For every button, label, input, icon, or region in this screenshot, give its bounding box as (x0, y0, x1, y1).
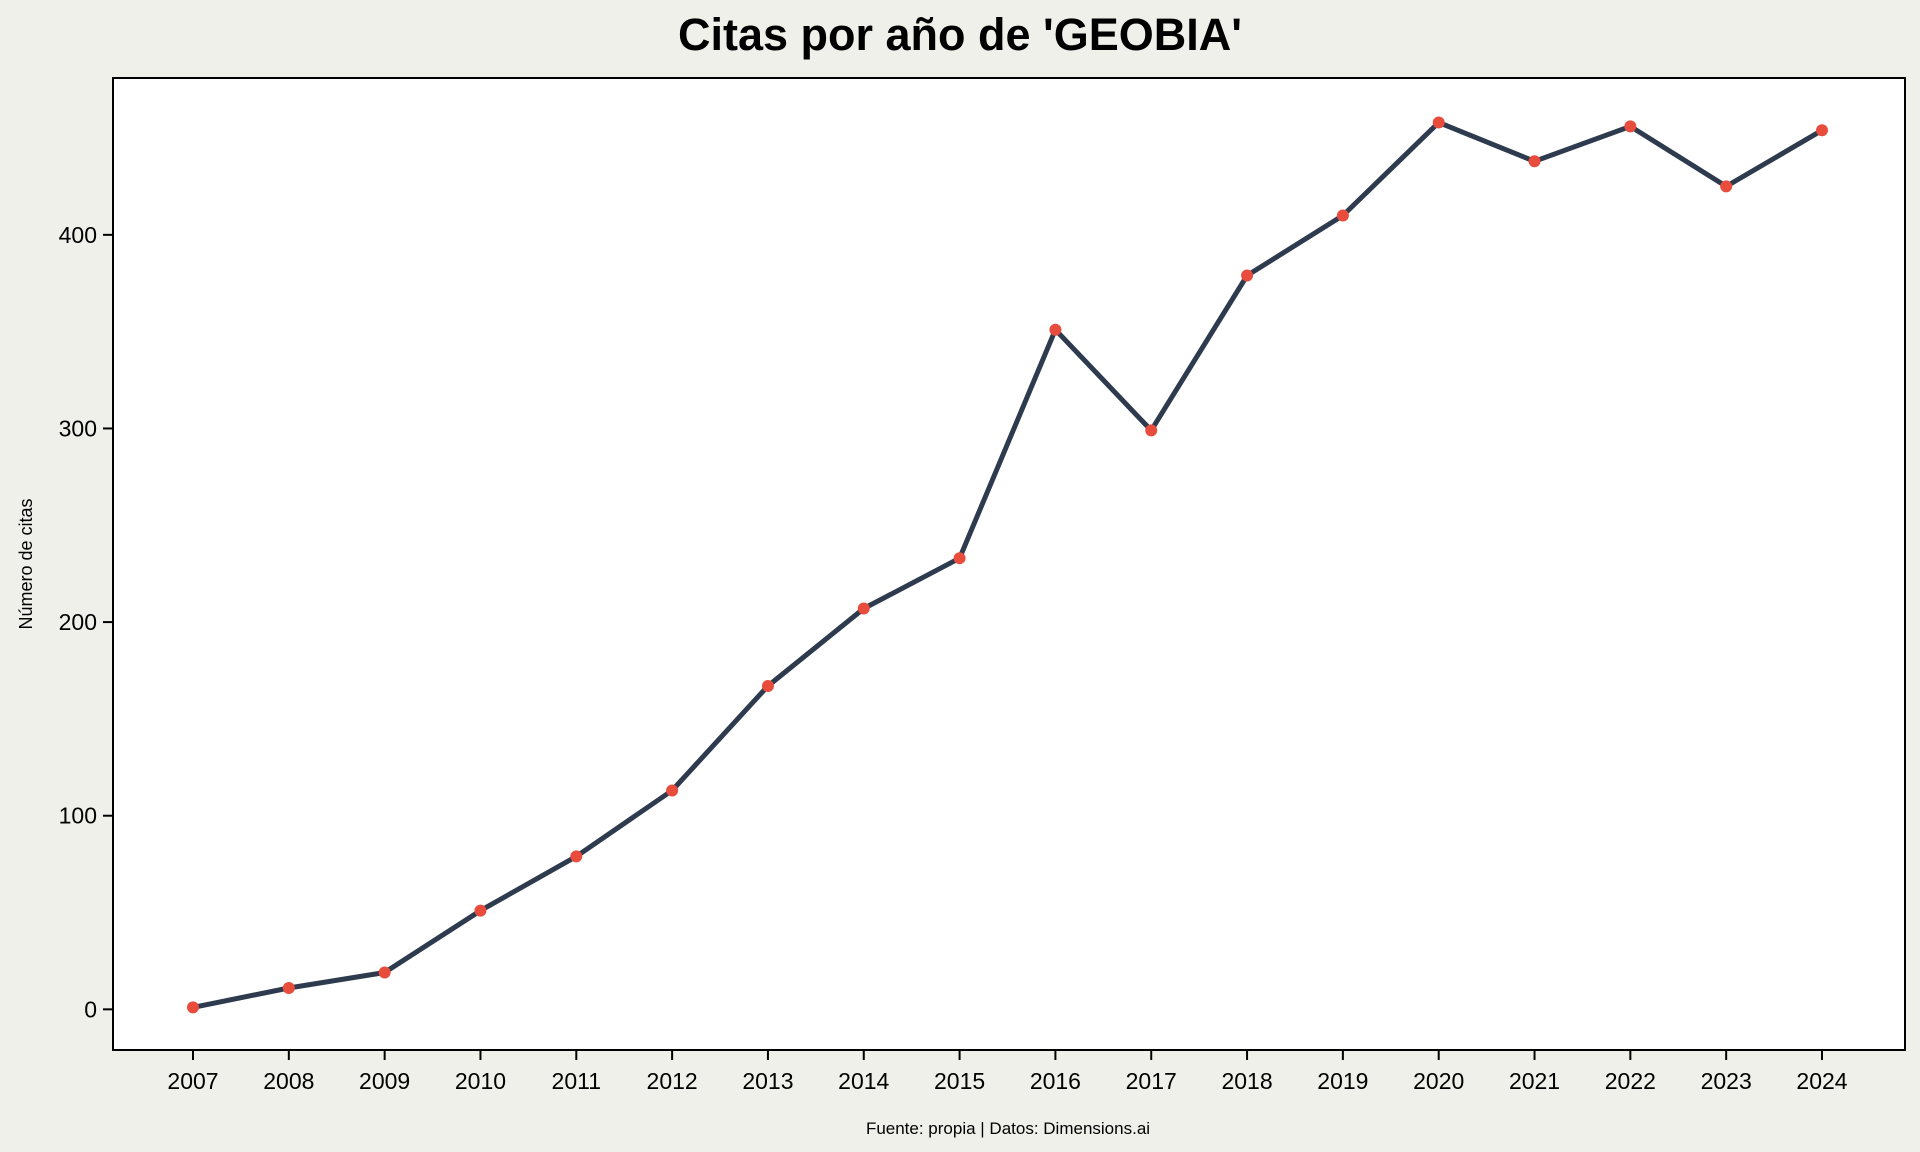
y-tick-label: 100 (59, 803, 97, 829)
plot-area (112, 77, 1906, 1051)
y-axis-label: Número de citas (16, 498, 36, 629)
x-tick-label: 2019 (1317, 1068, 1368, 1094)
data-point-2020 (1432, 116, 1445, 129)
source-caption: Fuente: propia | Datos: Dimensions.ai (866, 1119, 1150, 1138)
data-point-2014 (857, 602, 870, 615)
data-point-2009 (378, 966, 391, 979)
x-tick-label: 2017 (1126, 1068, 1177, 1094)
x-tick-label: 2007 (167, 1068, 218, 1094)
x-tick-label: 2013 (742, 1068, 793, 1094)
data-point-2013 (761, 679, 774, 692)
series-line (190, 120, 1825, 1010)
x-tick-label: 2023 (1701, 1068, 1752, 1094)
data-point-2021 (1528, 155, 1541, 168)
x-tick-label: 2018 (1221, 1068, 1272, 1094)
x-tick-label: 2010 (455, 1068, 506, 1094)
data-point-2016 (1049, 323, 1062, 336)
data-point-2023 (1720, 180, 1733, 193)
data-point-2012 (666, 784, 679, 797)
data-point-2017 (1145, 424, 1158, 437)
data-point-2015 (953, 552, 966, 565)
x-tick-label: 2016 (1030, 1068, 1081, 1094)
x-tick-label: 2008 (263, 1068, 314, 1094)
x-tick-label: 2015 (934, 1068, 985, 1094)
data-point-2022 (1624, 120, 1637, 133)
y-tick-label: 200 (59, 609, 97, 635)
x-tick-label: 2012 (647, 1068, 698, 1094)
data-point-2010 (474, 904, 487, 917)
x-tick-label: 2022 (1605, 1068, 1656, 1094)
x-tick-label: 2014 (838, 1068, 889, 1094)
data-point-2019 (1336, 209, 1349, 222)
series-citas (187, 116, 1828, 1014)
data-point-2007 (187, 1001, 199, 1014)
x-tick-label: 2024 (1796, 1068, 1847, 1094)
x-axis: 2007 2008 2009 2010 2011 2012 2013 2014 2015 2016… (167, 1050, 1848, 1094)
y-tick-label: 0 (84, 996, 97, 1022)
x-tick-label: 2011 (552, 1068, 601, 1094)
y-axis: 0 100 200 300 400 (59, 222, 113, 1022)
x-tick-label: 2020 (1413, 1068, 1464, 1094)
data-point-2018 (1241, 269, 1254, 282)
y-tick-label: 300 (59, 415, 97, 441)
data-point-2024 (1816, 124, 1828, 137)
y-tick-label: 400 (59, 222, 97, 248)
x-tick-label: 2021 (1509, 1068, 1560, 1094)
data-point-2011 (570, 850, 583, 863)
chart-title: Citas por año de 'GEOBIA' (678, 9, 1242, 60)
x-tick-label: 2009 (359, 1068, 410, 1094)
data-point-2008 (282, 982, 295, 995)
